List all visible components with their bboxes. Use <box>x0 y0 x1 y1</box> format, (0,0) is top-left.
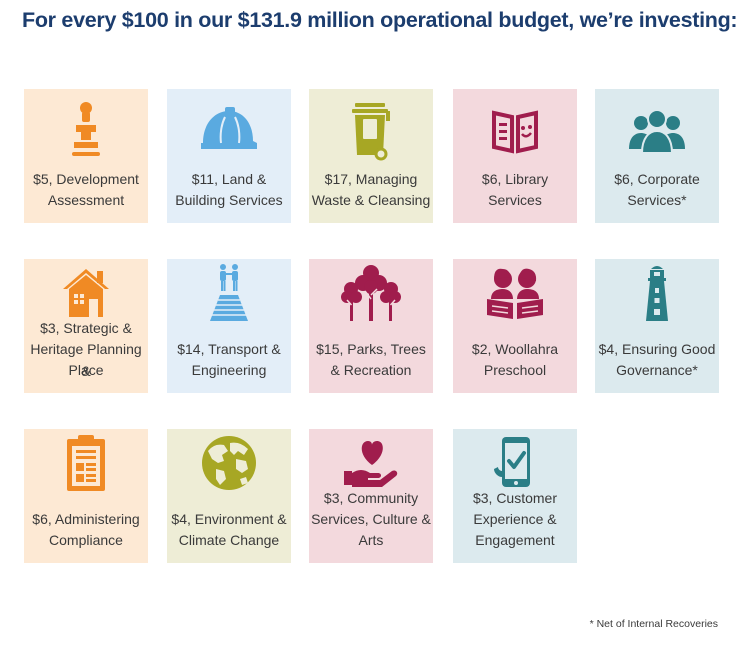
tile-label-line2: Assessment <box>47 192 125 208</box>
tile-label-line1: $11, Land & <box>191 171 267 187</box>
tile-label-line2: Waste & Cleansing <box>311 192 431 208</box>
tile-label-line1: $6, Administering <box>32 511 140 527</box>
tile-label-line3: Arts <box>358 532 384 548</box>
wheelie-bin-icon <box>352 103 390 161</box>
tile-label-line3: Place <box>68 362 104 378</box>
hard-hat-icon <box>201 107 257 149</box>
tile-label-line1: $3, Strategic & <box>40 320 132 336</box>
tile-land-building-services: $11, Land & Building Services <box>167 89 291 223</box>
tile-label-line2: Building Services <box>175 192 283 208</box>
tile-ensuring-good-governance: $4, Ensuring Good Governance* <box>595 259 719 393</box>
tile-waste-cleansing: $17, Managing Waste & Cleansing <box>309 89 433 223</box>
page-title: For every $100 in our $131.9 million ope… <box>22 8 738 32</box>
tile-customer-experience-engagement: $3, Customer Experience & Engagement <box>453 429 577 563</box>
tile-label-line2: & Recreation <box>330 362 412 378</box>
tile-label-line1: $2, Woollahra <box>471 341 559 357</box>
tile-label-line2: Governance* <box>616 362 698 378</box>
tile-label-line2: Services <box>488 192 542 208</box>
mobile-check-icon <box>494 437 530 487</box>
tile-label-line1: $17, Managing <box>324 171 418 187</box>
tile-label-line1: $14, Transport & <box>177 341 281 357</box>
tile-label-line2: Heritage Planning & <box>30 341 142 379</box>
tile-development-assessment: $5, Development Assessment <box>24 89 148 223</box>
tile-label-line2: Services, Culture & <box>311 511 431 527</box>
tile-parks-trees-recreation: $15, Parks, Trees & Recreation <box>309 259 433 393</box>
heart-hand-icon <box>344 441 398 487</box>
children-reading-icon <box>487 268 543 319</box>
tile-label-line2: Compliance <box>49 532 123 548</box>
tile-label-line3: Engagement <box>475 532 555 548</box>
people-group-icon <box>629 109 685 154</box>
tile-label-line2: Services* <box>627 192 687 208</box>
tile-label-line1: $6, Library <box>481 171 549 187</box>
stamp-icon <box>72 102 100 156</box>
tile-label-line1: $15, Parks, Trees <box>316 341 426 357</box>
tile-label-line1: $5, Development <box>33 171 139 187</box>
tile-label-line2: Preschool <box>483 362 547 378</box>
trees-icon <box>341 265 401 321</box>
footnote: * Net of Internal Recoveries <box>589 618 718 630</box>
tile-label-line2: Climate Change <box>178 532 280 548</box>
tile-label-line1: $3, Customer <box>472 490 558 506</box>
clipboard-icon <box>67 435 105 491</box>
tile-label-line2: Engineering <box>191 362 267 378</box>
tile-environment-climate-change: $4, Environment & Climate Change <box>167 429 291 563</box>
tile-strategic-heritage-planning: $3, Strategic & Heritage Planning & Plac… <box>24 259 148 393</box>
tile-label-line1: $4, Environment & <box>171 511 287 527</box>
tile-label-line1: $3, Community <box>323 490 419 506</box>
tile-label-line1: $4, Ensuring Good <box>598 341 716 357</box>
tile-administering-compliance: $6, Administering Compliance <box>24 429 148 563</box>
road-people-icon <box>210 264 248 321</box>
tile-label-line1: $6, Corporate <box>614 171 700 187</box>
book-icon <box>492 110 538 154</box>
house-icon <box>63 269 109 317</box>
tile-community-services-culture-arts: $3, Community Services, Culture & Arts <box>309 429 433 563</box>
tile-label-line2: Experience & <box>473 511 557 527</box>
tile-transport-engineering: $14, Transport & Engineering <box>167 259 291 393</box>
globe-icon <box>202 436 256 490</box>
tile-library-services: $6, Library Services <box>453 89 577 223</box>
lighthouse-icon <box>646 266 668 321</box>
tile-woollahra-preschool: $2, Woollahra Preschool <box>453 259 577 393</box>
tile-corporate-services: $6, Corporate Services* <box>595 89 719 223</box>
